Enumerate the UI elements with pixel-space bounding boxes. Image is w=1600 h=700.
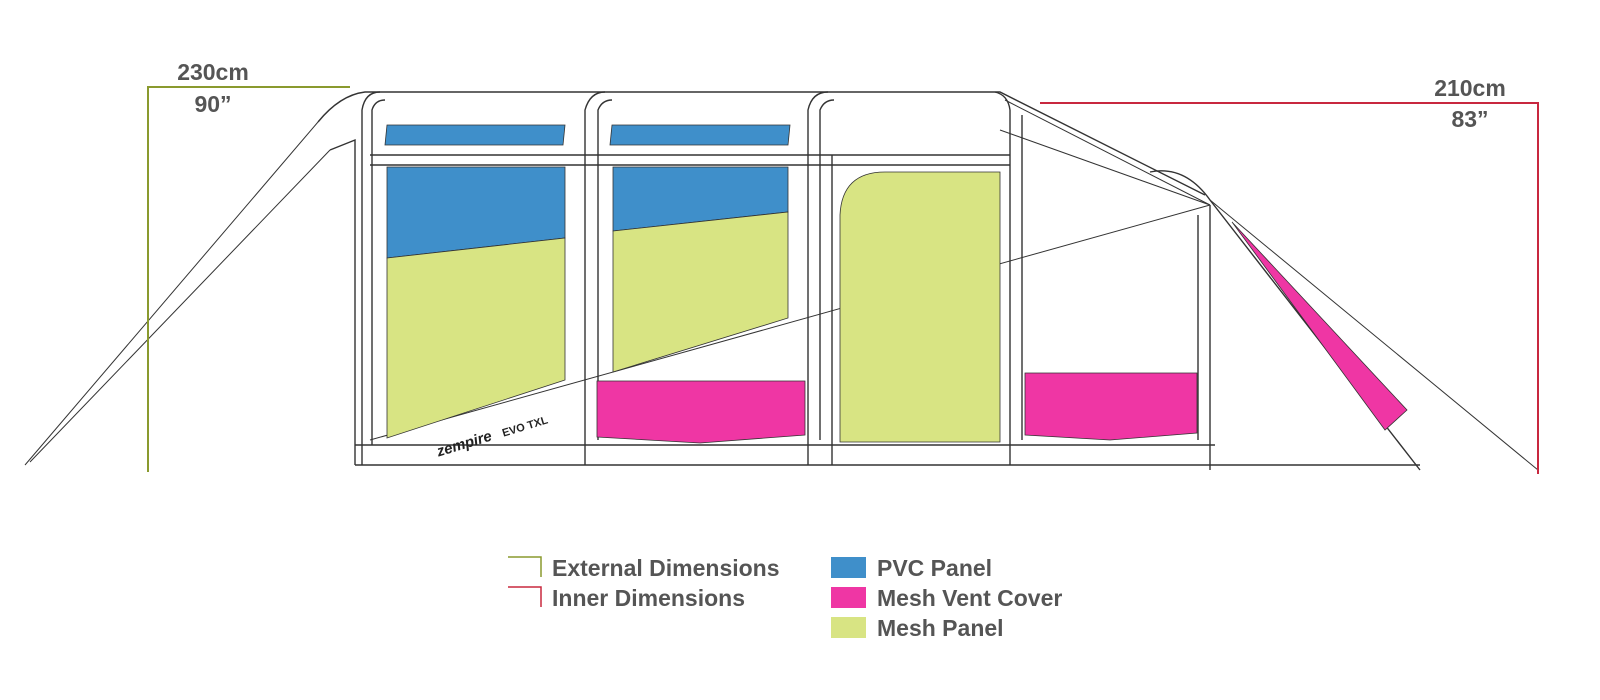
- inner-metric: 210cm: [1434, 75, 1506, 101]
- mesh-vent-cover: [1024, 372, 1198, 441]
- brand-name: zempire: [434, 428, 494, 461]
- legend-label: Mesh Vent Cover: [877, 585, 1062, 611]
- pvc-panel: [609, 124, 791, 146]
- pvc-panel: [384, 124, 566, 146]
- brand-model: EVO TXL: [501, 414, 550, 439]
- legend-label: Mesh Panel: [877, 615, 1004, 641]
- mesh-vent-cover: [596, 380, 806, 444]
- arch-tubes: [361, 91, 1023, 465]
- external-dimension-line: [147, 86, 350, 472]
- mesh-vent-cover: [1231, 221, 1408, 431]
- mesh-panel: [386, 237, 566, 439]
- legend-line-icon: [508, 556, 542, 577]
- panels: [384, 124, 1408, 444]
- legend-label: PVC Panel: [877, 555, 992, 581]
- legend-swatch: [831, 587, 866, 608]
- legend-line-icon: [508, 586, 542, 607]
- legend-swatch: [831, 557, 866, 578]
- external-imperial: 90”: [194, 91, 231, 117]
- inner-imperial: 83”: [1451, 106, 1488, 132]
- inner-dimension-line: [1040, 102, 1539, 474]
- legend-swatch: [831, 617, 866, 638]
- legend-label: External Dimensions: [552, 555, 780, 581]
- tent-outline: [24, 91, 1539, 471]
- legend-label: Inner Dimensions: [552, 585, 745, 611]
- brand-logo: zempire EVO TXL: [434, 414, 550, 461]
- mesh-panel: [612, 211, 789, 373]
- mesh-panel: [839, 171, 1001, 443]
- legend: External Dimensions Inner Dimensions PVC P…: [508, 555, 1062, 641]
- external-metric: 230cm: [177, 59, 249, 85]
